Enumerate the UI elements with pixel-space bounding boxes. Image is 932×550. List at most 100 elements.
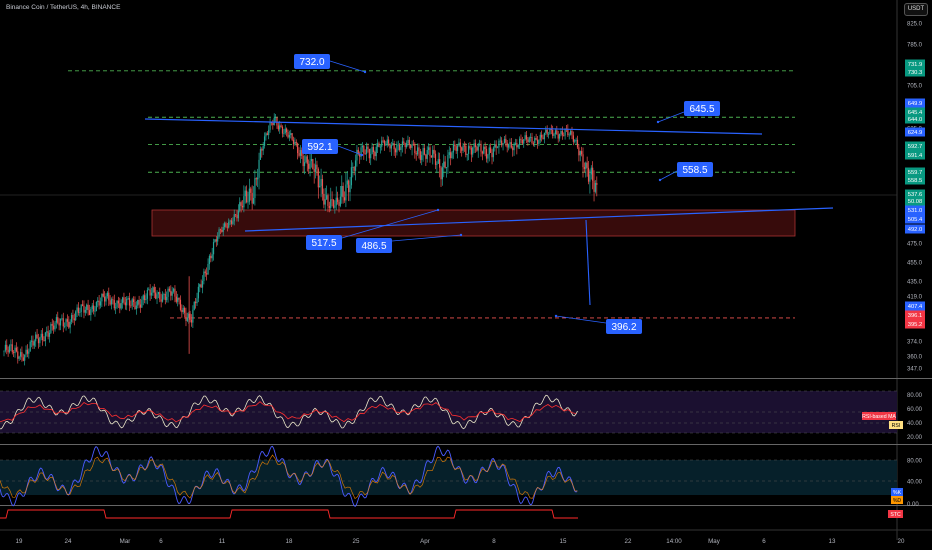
candle-body [104, 296, 106, 302]
candle-body [428, 147, 430, 151]
candle-body [596, 182, 598, 185]
annotation-label-box [677, 162, 713, 177]
candle-body [523, 139, 525, 144]
candle-body [337, 197, 339, 202]
candle-body [207, 263, 209, 275]
candle-body [317, 169, 319, 188]
candle-body [80, 304, 82, 312]
candle-body [335, 197, 337, 206]
annotation-label-box [306, 235, 342, 250]
candle-body [182, 307, 184, 313]
candle-body [7, 349, 9, 353]
candle-body [30, 340, 33, 342]
candle-body [308, 163, 310, 169]
candle-body [343, 197, 346, 201]
candle-body [98, 300, 100, 306]
candle-body [150, 292, 153, 296]
candle-body [441, 167, 443, 180]
candle-body [458, 142, 460, 146]
candle-body [274, 117, 277, 119]
candle-body [518, 138, 521, 146]
candle-body [174, 288, 176, 297]
candle-body [454, 144, 456, 147]
price-badge-label: 505.4 [908, 217, 923, 223]
candle-body [121, 297, 124, 303]
rsi-ma-legend-label: RSI-based MA [862, 414, 896, 420]
candle-body [144, 295, 146, 301]
candle-body [574, 140, 576, 142]
stoch-level-label: 40.00 [907, 480, 923, 486]
candle-body [530, 136, 532, 138]
candle-body [95, 302, 97, 311]
candle-body [102, 293, 104, 297]
candle-body [130, 305, 132, 307]
candle-body [312, 159, 314, 169]
candle-body [50, 324, 52, 333]
stoch-level-label: 80.00 [907, 459, 923, 465]
annotation-label: 645.5 [689, 104, 714, 115]
candle-body [392, 143, 394, 146]
candle-body [131, 299, 133, 306]
candle-body [10, 344, 12, 346]
candle-body [124, 302, 126, 306]
target-projection-line [585, 219, 591, 306]
candle-body [217, 236, 219, 242]
candle-body [513, 143, 515, 151]
candle-body [126, 298, 128, 306]
candle-body [46, 331, 48, 333]
candle-body [545, 129, 547, 133]
candle-body [203, 271, 205, 281]
price-badge-label: 731.9 [908, 62, 923, 68]
stoch-k-line [0, 445, 578, 508]
rsi-level-label: 80.00 [907, 393, 923, 399]
candle-body [148, 289, 150, 291]
candle-body [36, 334, 38, 339]
candle-body [117, 300, 120, 304]
candle-body [430, 156, 432, 158]
candle-body [108, 292, 110, 301]
price-badge-label: 591.4 [908, 153, 923, 159]
candle-body [66, 319, 69, 322]
candle-body [379, 146, 381, 148]
candle-body [306, 156, 308, 164]
annotation-label: 396.2 [611, 322, 636, 333]
candle-body [251, 192, 253, 204]
price-badge [905, 114, 925, 124]
candle-body [159, 291, 161, 300]
candle-body [466, 153, 468, 155]
candle-body [110, 299, 113, 305]
candle-body [440, 167, 442, 180]
candle-body [461, 147, 463, 151]
candle-body [535, 138, 537, 140]
candle-body [279, 125, 281, 130]
candle-body [43, 340, 45, 341]
candle-body [410, 144, 412, 148]
price-badge-label: 537.6 [908, 192, 923, 198]
candle-body [266, 133, 268, 136]
x-axis-tick-label: May [708, 538, 721, 545]
price-badge [905, 67, 925, 77]
candle-body [208, 255, 211, 264]
currency-button[interactable]: USDT [904, 3, 928, 16]
candle-body [58, 322, 60, 326]
candle-body [210, 255, 212, 259]
price-badge-label: 624.9 [908, 130, 923, 136]
candle-body [426, 150, 428, 159]
candle-body [437, 159, 439, 164]
candle-body [170, 290, 172, 296]
candle-body [181, 309, 183, 313]
candle-body [68, 321, 70, 328]
candle-body [452, 144, 455, 153]
candle-body [25, 349, 27, 355]
candle-body [286, 128, 288, 133]
candle-body [33, 341, 35, 346]
candle-body [341, 186, 343, 197]
candle-body [487, 154, 489, 159]
candle-body [26, 349, 29, 354]
candle-body [185, 312, 187, 321]
y-axis-tick-label: 347.0 [907, 367, 923, 373]
candle-body [226, 226, 228, 228]
candle-body [434, 153, 437, 165]
annotation-leader-line [555, 315, 607, 324]
